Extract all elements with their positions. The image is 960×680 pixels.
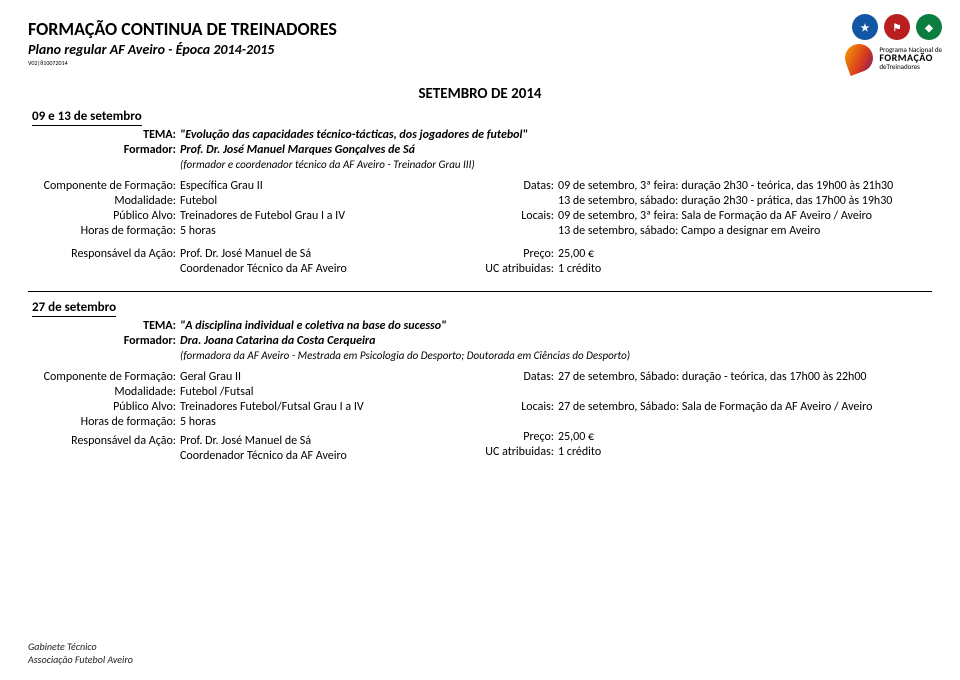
document-header: FORMAÇÃO CONTINUA DE TREINADORES Plano r…: [28, 18, 932, 67]
fpf-badge-icon: ⚑: [884, 14, 910, 40]
formador-note: (formador e coordenador técnico da AF Av…: [180, 158, 475, 171]
resp-label: Responsável da Ação:: [28, 247, 180, 261]
event-left-col: Componente de Formação:Específica Grau I…: [28, 179, 448, 239]
locais-label: Locais:: [472, 209, 558, 223]
horas-val: 5 horas: [180, 224, 216, 238]
mod-val: Futebol: [180, 194, 217, 208]
mod-val: Futebol /Futsal: [180, 385, 253, 399]
preco-label: Preço:: [472, 247, 558, 261]
blank-label: [472, 385, 558, 399]
pub-val: Treinadores de Futebol Grau I a IV: [180, 209, 345, 223]
resp-label: Responsável da Ação:: [28, 434, 180, 448]
footer-line2: Associação Futebol Aveiro: [28, 653, 133, 666]
datas-label: Datas:: [472, 179, 558, 193]
locais-val: 27 de setembro, Sábado: Sala de Formação…: [558, 400, 872, 414]
uc-label: UC atribuidas:: [472, 262, 558, 276]
datas-val: 27 de setembro, Sábado: duração - teóric…: [558, 370, 867, 384]
blank-label: [28, 262, 180, 276]
datas-label: Datas:: [472, 370, 558, 384]
footer-line1: Gabinete Técnico: [28, 640, 133, 653]
pub-label: Público Alvo:: [28, 209, 180, 223]
formacao-logo: Programa Nacional de FORMAÇÃO deTreinado…: [845, 44, 942, 72]
spacer: [28, 349, 180, 362]
uc-label: UC atribuidas:: [472, 445, 558, 459]
event-date: 09 e 13 de setembro: [32, 109, 142, 126]
price-col: Preço:25,00 € UC atribuidas:1 crédito: [472, 247, 932, 277]
mod-label: Modalidade:: [28, 385, 180, 399]
page-footer: Gabinete Técnico Associação Futebol Avei…: [28, 640, 133, 666]
locais-label: Locais:: [472, 400, 558, 414]
page-title: FORMAÇÃO CONTINUA DE TREINADORES: [28, 18, 932, 40]
horas-label: Horas de formação:: [28, 224, 180, 238]
preco-val: 25,00 €: [558, 247, 594, 261]
blank-label: [472, 415, 558, 429]
blank-label: [28, 449, 180, 463]
uc-val: 1 crédito: [558, 445, 601, 459]
tema-label: TEMA:: [28, 319, 180, 333]
resp-col: Responsável da Ação:Prof. Dr. José Manue…: [28, 247, 448, 277]
tema-value: "A disciplina individual e coletiva na b…: [180, 319, 446, 333]
event-left-col: Componente de Formação:Geral Grau II Mod…: [28, 370, 448, 464]
formador-label: Formador:: [28, 334, 180, 348]
page-subtitle: Plano regular AF Aveiro - Época 2014-201…: [28, 41, 932, 58]
preco-label: Preço:: [472, 430, 558, 444]
header-logos: ★ ⚑ ◆ Programa Nacional de FORMAÇÃO deTr…: [845, 14, 942, 72]
org-badges: ★ ⚑ ◆: [852, 14, 942, 40]
blank-label: [472, 194, 558, 208]
pub-val: Treinadores Futebol/Futsal Grau I a IV: [180, 400, 364, 414]
spacer: [28, 158, 180, 171]
formador-value: Prof. Dr. José Manuel Marques Gonçalves …: [180, 143, 415, 157]
resp-val: Prof. Dr. José Manuel de Sá: [180, 434, 311, 448]
horas-label: Horas de formação:: [28, 415, 180, 429]
preco-val: 25,00 €: [558, 430, 594, 444]
datas-val: 09 de setembro, 3ª feira: duração 2h30 -…: [558, 179, 893, 193]
tema-value: "Evolução das capacidades técnico-táctic…: [180, 128, 528, 142]
pub-label: Público Alvo:: [28, 400, 180, 414]
swoosh-icon: [841, 40, 877, 76]
prog-line2: deTreinadores: [879, 63, 942, 70]
event-right-col: Datas:09 de setembro, 3ª feira: duração …: [472, 179, 932, 239]
comp-label: Componente de Formação:: [28, 370, 180, 384]
resp-val2: Coordenador Técnico da AF Aveiro: [180, 262, 347, 276]
comp-label: Componente de Formação:: [28, 179, 180, 193]
datas-val2: 13 de setembro, sábado: duração 2h30 - p…: [558, 194, 892, 208]
page-version: V02|810072014: [28, 59, 932, 67]
event-date: 27 de setembro: [32, 300, 116, 317]
separator: [28, 291, 932, 292]
comp-val: Específica Grau II: [180, 179, 263, 193]
resp-val2: Coordenador Técnico da AF Aveiro: [180, 449, 347, 463]
ipdj-badge-icon: ◆: [916, 14, 942, 40]
uefa-badge-icon: ★: [852, 14, 878, 40]
formacao-text: Programa Nacional de FORMAÇÃO deTreinado…: [879, 46, 942, 70]
month-heading: SETEMBRO DE 2014: [28, 85, 932, 103]
formador-label: Formador:: [28, 143, 180, 157]
horas-val: 5 horas: [180, 415, 216, 429]
uc-val: 1 crédito: [558, 262, 601, 276]
mod-label: Modalidade:: [28, 194, 180, 208]
resp-val: Prof. Dr. José Manuel de Sá: [180, 247, 311, 261]
event-right-col: Datas:27 de setembro, Sábado: duração - …: [472, 370, 932, 464]
formador-value: Dra. Joana Catarina da Costa Cerqueira: [180, 334, 375, 348]
blank-label: [472, 224, 558, 238]
locais-val2: 13 de setembro, sábado: Campo a designar…: [558, 224, 820, 238]
comp-val: Geral Grau II: [180, 370, 241, 384]
formador-note: (formadora da AF Aveiro - Mestrada em Ps…: [180, 349, 630, 362]
locais-val: 09 de setembro, 3ª feira: Sala de Formaç…: [558, 209, 872, 223]
tema-label: TEMA:: [28, 128, 180, 142]
event-block: 09 e 13 de setembro TEMA: "Evolução das …: [28, 109, 932, 277]
event-block: 27 de setembro TEMA: "A disciplina indiv…: [28, 300, 932, 464]
